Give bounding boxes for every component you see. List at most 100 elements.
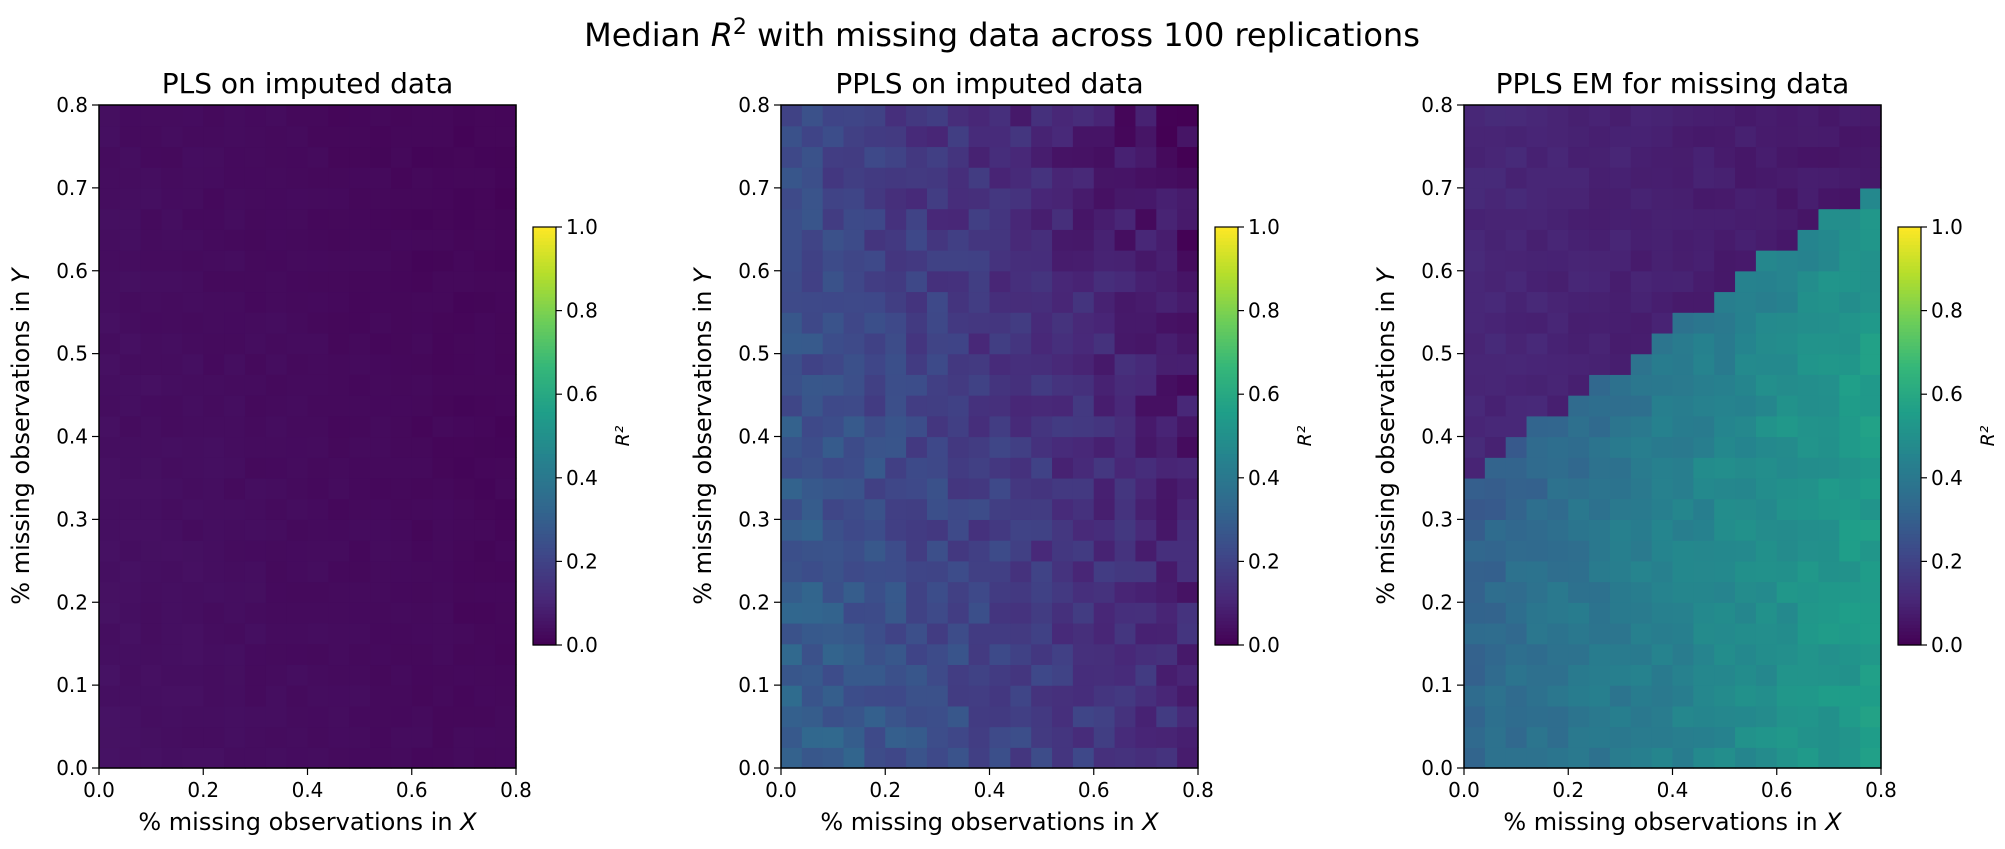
colorbar-segment bbox=[533, 411, 556, 416]
colorbar-segment bbox=[533, 526, 556, 531]
heatmap-cell bbox=[1135, 519, 1157, 541]
heatmap-cell bbox=[926, 105, 949, 127]
colorbar-segment bbox=[533, 540, 556, 545]
heatmap-cell bbox=[1031, 167, 1053, 189]
heatmap-cell bbox=[1568, 312, 1590, 334]
heatmap-cell bbox=[1114, 415, 1137, 438]
heatmap-cell bbox=[1093, 664, 1116, 686]
heatmap-cell bbox=[1526, 229, 1548, 251]
heatmap-cell bbox=[161, 415, 183, 438]
heatmap-cell bbox=[1609, 560, 1632, 583]
heatmap-cell bbox=[864, 208, 886, 230]
heatmap-cell bbox=[1609, 105, 1632, 127]
colorbar-tick-label: 0.8 bbox=[1248, 299, 1280, 323]
colorbar-segment bbox=[1215, 355, 1238, 360]
heatmap-cell bbox=[843, 395, 865, 417]
heatmap-cell bbox=[307, 374, 329, 396]
heatmap-cell bbox=[286, 270, 309, 293]
heatmap-cell bbox=[801, 353, 824, 375]
heatmap-cell bbox=[1484, 622, 1507, 645]
heatmap-cell bbox=[1156, 581, 1178, 603]
heatmap-cell bbox=[781, 643, 803, 666]
heatmap-cell bbox=[328, 685, 350, 707]
heatmap-cell bbox=[411, 146, 434, 168]
heatmap-cell bbox=[1135, 395, 1157, 417]
heatmap-cell bbox=[1776, 105, 1799, 127]
heatmap-cell bbox=[843, 229, 865, 251]
heatmap-cell bbox=[1693, 436, 1715, 458]
heatmap-cell bbox=[1568, 146, 1590, 168]
colorbar-segment bbox=[1215, 561, 1238, 566]
heatmap-cell bbox=[1568, 602, 1590, 624]
heatmap-cell bbox=[349, 146, 371, 168]
heatmap-cell bbox=[370, 105, 392, 127]
heatmap-cell bbox=[1568, 622, 1590, 645]
heatmap-cell bbox=[947, 125, 970, 148]
heatmap-cell bbox=[390, 229, 413, 251]
heatmap-cell bbox=[307, 291, 329, 313]
heatmap-cell bbox=[1672, 602, 1694, 624]
colorbar-segment bbox=[1898, 599, 1921, 604]
colorbar-segment bbox=[533, 533, 556, 538]
heatmap-cell bbox=[495, 146, 517, 168]
heatmap-cell bbox=[885, 457, 907, 479]
colorbar-label: R² bbox=[1294, 425, 1316, 446]
colorbar-segment bbox=[1215, 638, 1238, 643]
heatmap-cell bbox=[244, 291, 267, 313]
heatmap-cell bbox=[1526, 291, 1548, 313]
colorbar-segment bbox=[533, 498, 556, 503]
colorbar-segment bbox=[1898, 394, 1921, 399]
heatmap-cell bbox=[1755, 395, 1778, 417]
heatmap-cell bbox=[119, 726, 142, 748]
heatmap-cell bbox=[1156, 726, 1178, 748]
heatmap-cell bbox=[1052, 332, 1074, 355]
heatmap-cell bbox=[182, 208, 204, 230]
heatmap-cell bbox=[99, 457, 121, 479]
colorbar-segment bbox=[1898, 603, 1921, 608]
heatmap-cell bbox=[781, 622, 803, 645]
heatmap-cell bbox=[1156, 395, 1178, 417]
heatmap-cell bbox=[1464, 457, 1486, 479]
heatmap-cell bbox=[265, 457, 288, 479]
colorbar-segment bbox=[533, 613, 556, 618]
heatmap-cell bbox=[864, 457, 886, 479]
heatmap-cell bbox=[1464, 477, 1486, 500]
heatmap-cell bbox=[1072, 167, 1095, 189]
heatmap-cell bbox=[864, 602, 886, 624]
heatmap-cell bbox=[1797, 250, 1820, 272]
colorbar-segment bbox=[533, 362, 556, 367]
heatmap-cell bbox=[1135, 208, 1157, 230]
heatmap-cell bbox=[1818, 436, 1840, 458]
heatmap-cell bbox=[1547, 436, 1569, 458]
heatmap-cell bbox=[349, 167, 371, 189]
heatmap-cell bbox=[411, 498, 434, 520]
heatmap-cell bbox=[1672, 581, 1694, 603]
heatmap-cell bbox=[1860, 229, 1882, 251]
heatmap-cell bbox=[1114, 519, 1137, 541]
heatmap-cell bbox=[1093, 540, 1116, 562]
heatmap-cell bbox=[349, 560, 371, 583]
heatmap-cell bbox=[1839, 519, 1861, 541]
heatmap-cell bbox=[1547, 395, 1569, 417]
heatmap-cell bbox=[411, 105, 434, 127]
x-tick-label: 0.0 bbox=[1448, 778, 1480, 802]
heatmap-cell bbox=[1135, 540, 1157, 562]
heatmap-cell bbox=[349, 581, 371, 603]
colorbar-segment bbox=[1898, 571, 1921, 576]
heatmap-cell bbox=[1589, 622, 1611, 645]
heatmap-cell bbox=[390, 643, 413, 666]
heatmap-cell bbox=[1735, 622, 1757, 645]
heatmap-cell bbox=[1568, 457, 1590, 479]
heatmap-cell bbox=[411, 229, 434, 251]
heatmap-cell bbox=[843, 664, 865, 686]
colorbar-segment bbox=[533, 467, 556, 472]
heatmap-cell bbox=[906, 685, 928, 707]
heatmap-cell bbox=[1609, 332, 1632, 355]
heatmap-cell bbox=[1484, 664, 1507, 686]
heatmap-cell bbox=[1156, 415, 1178, 438]
heatmap-cell bbox=[265, 270, 288, 293]
heatmap-cell bbox=[1547, 105, 1569, 127]
heatmap-cell bbox=[99, 436, 121, 458]
heatmap-cell bbox=[140, 374, 163, 396]
heatmap-cell bbox=[822, 332, 845, 355]
